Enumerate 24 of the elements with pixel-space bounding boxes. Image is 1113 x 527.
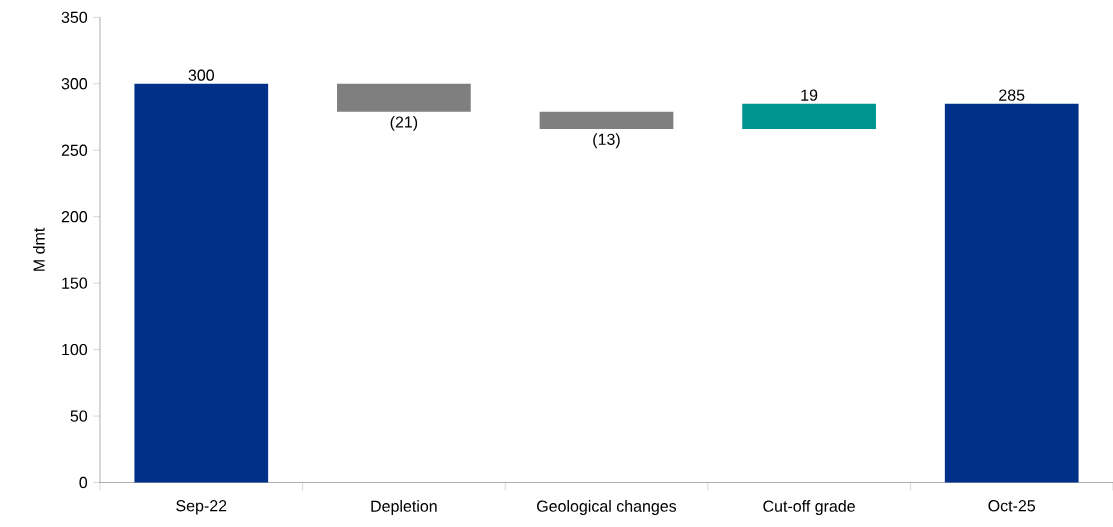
x-tick-label: Oct-25 <box>988 500 1036 512</box>
x-tick-label: Depletion <box>371 500 437 516</box>
x-tick-label: Cut-off grade <box>763 500 855 516</box>
bar <box>134 84 269 483</box>
y-tick-label: 0 <box>79 477 88 489</box>
y-tick-label: 250 <box>61 144 88 157</box>
x-tick-label: Sep-22 <box>176 500 227 515</box>
y-tick-label: 300 <box>61 78 88 90</box>
bar <box>742 103 876 130</box>
bar <box>337 84 471 112</box>
y-tick-label: 150 <box>62 277 88 290</box>
x-tick-label: Geological changes <box>537 500 677 516</box>
y-tick-label: 350 <box>61 11 88 24</box>
y-tick-label: 100 <box>62 344 88 356</box>
data-label: (13) <box>593 133 620 149</box>
y-tick-label: 200 <box>61 211 88 223</box>
y-axis-title: M dmt <box>33 228 45 272</box>
data-label: 300 <box>188 69 214 82</box>
data-label: 285 <box>999 89 1025 102</box>
data-label: (21) <box>390 116 418 132</box>
data-label: 19 <box>801 89 818 102</box>
y-tick-label: 50 <box>70 410 88 422</box>
bar <box>539 111 674 130</box>
bar <box>944 103 1079 483</box>
